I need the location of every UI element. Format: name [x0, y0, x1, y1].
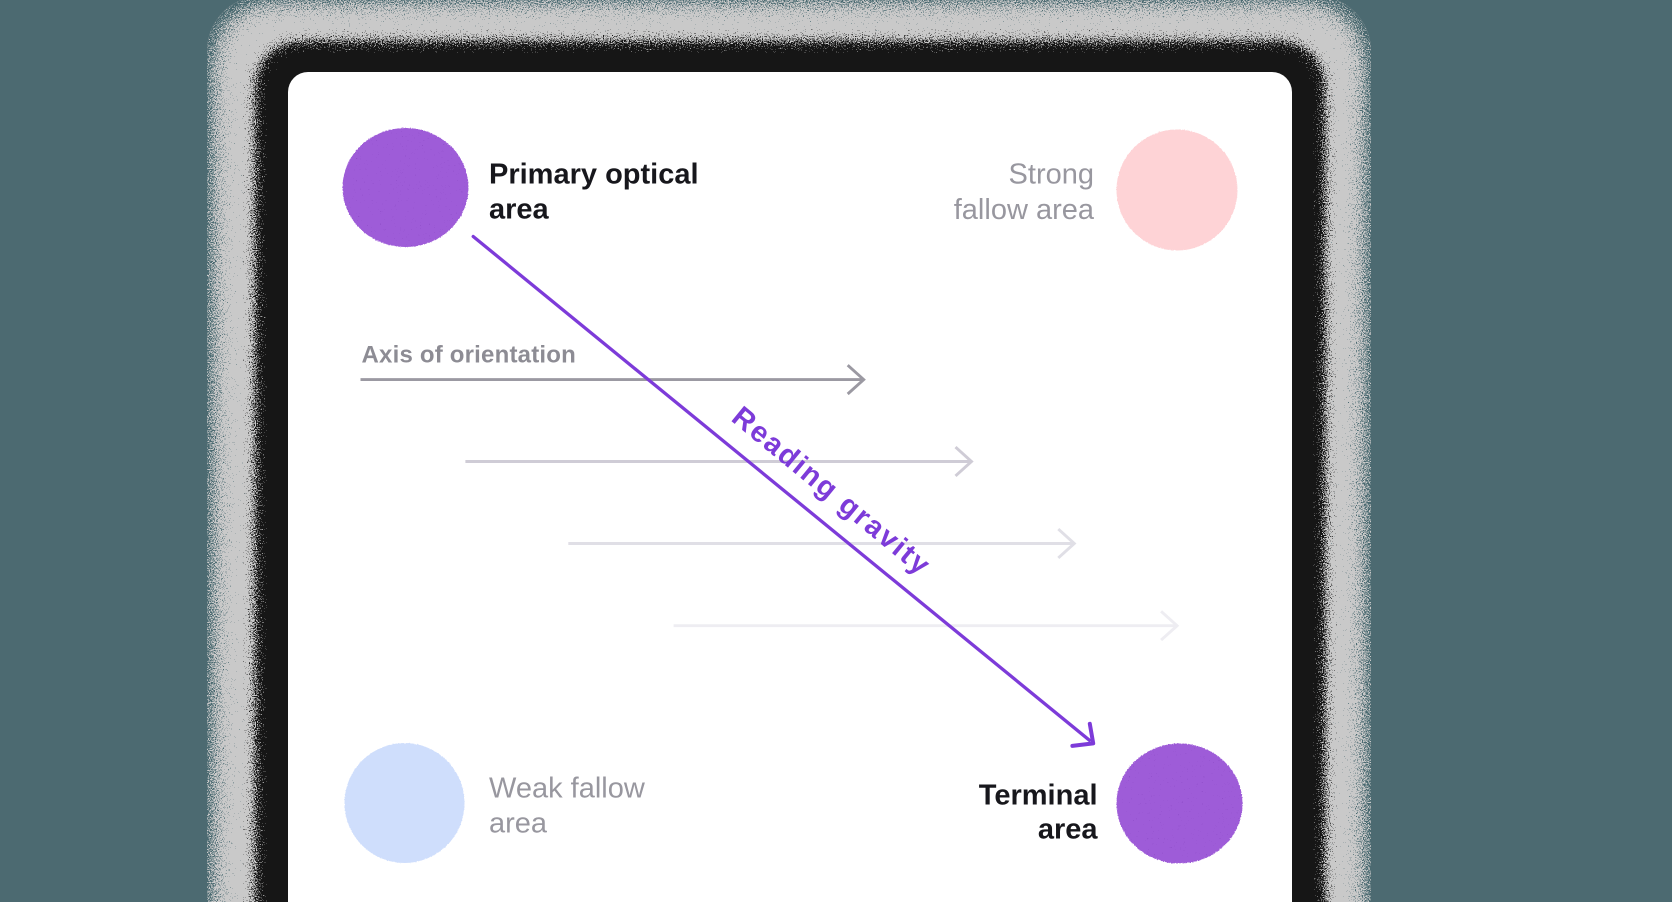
- svg-text:Strong: Strong: [1009, 159, 1094, 191]
- svg-text:area: area: [1038, 814, 1099, 846]
- svg-text:Terminal: Terminal: [979, 779, 1098, 811]
- svg-text:Weak fallow: Weak fallow: [489, 773, 646, 805]
- svg-text:Axis of orientation: Axis of orientation: [362, 342, 576, 369]
- svg-text:area: area: [489, 807, 548, 839]
- svg-text:Primary optical: Primary optical: [489, 158, 699, 190]
- svg-text:fallow area: fallow area: [954, 194, 1095, 226]
- svg-text:area: area: [489, 193, 550, 225]
